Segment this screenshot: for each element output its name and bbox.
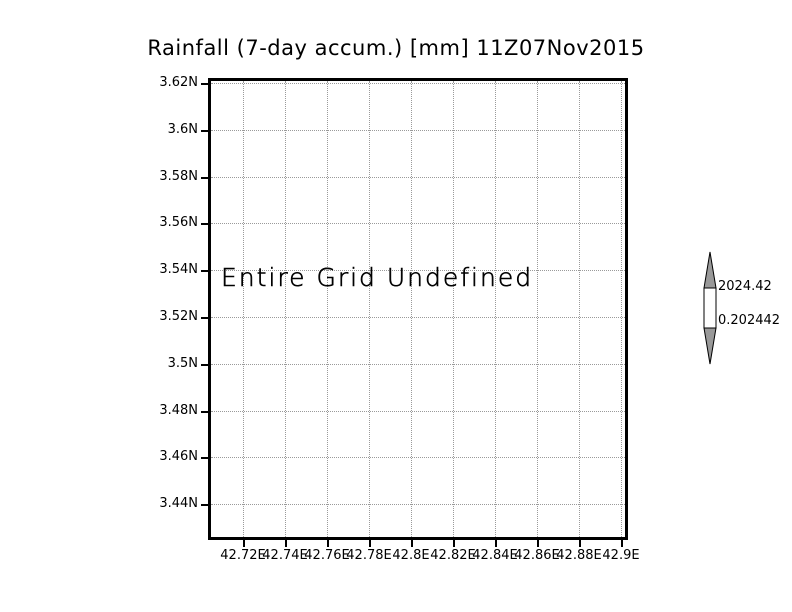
- x-axis-label: 42.84E: [472, 548, 518, 563]
- y-axis-label: 3.6N: [167, 121, 198, 137]
- colorbar-low-label: 0.202442: [718, 313, 781, 328]
- colorbar-high-label: 2024.42: [718, 279, 772, 294]
- gridline-horizontal: [211, 129, 625, 131]
- gridline-horizontal: [211, 363, 625, 365]
- y-axis-label: 3.5N: [167, 355, 198, 371]
- gridline-horizontal: [211, 504, 625, 506]
- x-axis-tick: [411, 540, 413, 547]
- y-axis-label: 3.56N: [159, 215, 198, 231]
- x-axis-tick: [243, 540, 245, 547]
- y-axis-tick: [201, 129, 208, 132]
- y-axis-tick: [201, 457, 208, 460]
- gridline-vertical: [621, 81, 622, 537]
- gridline-vertical: [411, 81, 412, 537]
- y-axis-tick: [201, 410, 208, 413]
- gridline-horizontal: [211, 410, 625, 412]
- y-axis-label: 3.52N: [159, 309, 198, 324]
- x-axis-label: 42.76E: [304, 548, 350, 563]
- colorbar-legend: [698, 250, 722, 366]
- colorbar-lower-arrow: [703, 327, 717, 365]
- y-axis-tick: [201, 176, 208, 179]
- x-axis-tick: [579, 540, 581, 547]
- y-axis-tick: [201, 223, 208, 226]
- x-axis-tick: [327, 540, 329, 547]
- x-axis-label: 42.82E: [430, 548, 476, 563]
- x-axis-label: 42.72E: [220, 548, 266, 563]
- y-axis-label: 3.46N: [159, 449, 198, 465]
- y-axis-tick: [201, 270, 208, 273]
- gridline-vertical: [369, 81, 370, 537]
- gridline-horizontal: [211, 83, 625, 84]
- x-axis-tick: [495, 540, 497, 547]
- y-axis-label: 3.62N: [159, 75, 198, 90]
- y-axis-label: 3.48N: [159, 402, 198, 418]
- plot-area: Entire Grid Undefined: [208, 78, 628, 540]
- gridline-horizontal: [211, 457, 625, 459]
- colorbar-shape: [703, 251, 717, 365]
- y-axis-label: 3.44N: [159, 496, 198, 512]
- gridlines: [211, 81, 625, 537]
- gridline-vertical: [285, 81, 286, 537]
- y-axis-tick: [201, 317, 208, 319]
- gridline-horizontal: [211, 176, 625, 178]
- x-axis-tick: [537, 540, 539, 547]
- colorbar-upper-arrow: [703, 251, 717, 289]
- x-axis-tick: [621, 540, 623, 547]
- x-axis-label: 42.74E: [262, 548, 308, 563]
- x-axis-label: 42.86E: [514, 548, 560, 563]
- x-axis-tick: [369, 540, 371, 547]
- colorbar-midbox: [703, 287, 717, 329]
- y-axis-tick: [201, 363, 208, 366]
- x-axis-label: 42.78E: [346, 548, 392, 563]
- y-axis-tick: [201, 83, 208, 85]
- x-axis-tick: [285, 540, 287, 547]
- x-axis-tick: [453, 540, 455, 547]
- gridline-horizontal: [211, 317, 625, 318]
- gridline-vertical: [579, 81, 580, 537]
- y-axis-label: 3.58N: [159, 168, 198, 184]
- page-title: Rainfall (7-day accum.) [mm] 11Z07Nov201…: [147, 36, 645, 60]
- gridline-vertical: [327, 81, 328, 537]
- gridline-vertical: [495, 81, 496, 537]
- undefined-grid-message: Entire Grid Undefined: [221, 263, 534, 293]
- gridline-vertical: [243, 81, 244, 537]
- x-axis-label: 42.8E: [392, 548, 430, 563]
- x-axis-label: 42.88E: [556, 548, 602, 563]
- x-axis-label: 42.9E: [602, 548, 640, 563]
- y-axis-label: 3.54N: [159, 262, 198, 278]
- y-axis-tick: [201, 504, 208, 507]
- gridline-vertical: [453, 81, 454, 537]
- gridline-vertical: [537, 81, 538, 537]
- gridline-horizontal: [211, 223, 625, 225]
